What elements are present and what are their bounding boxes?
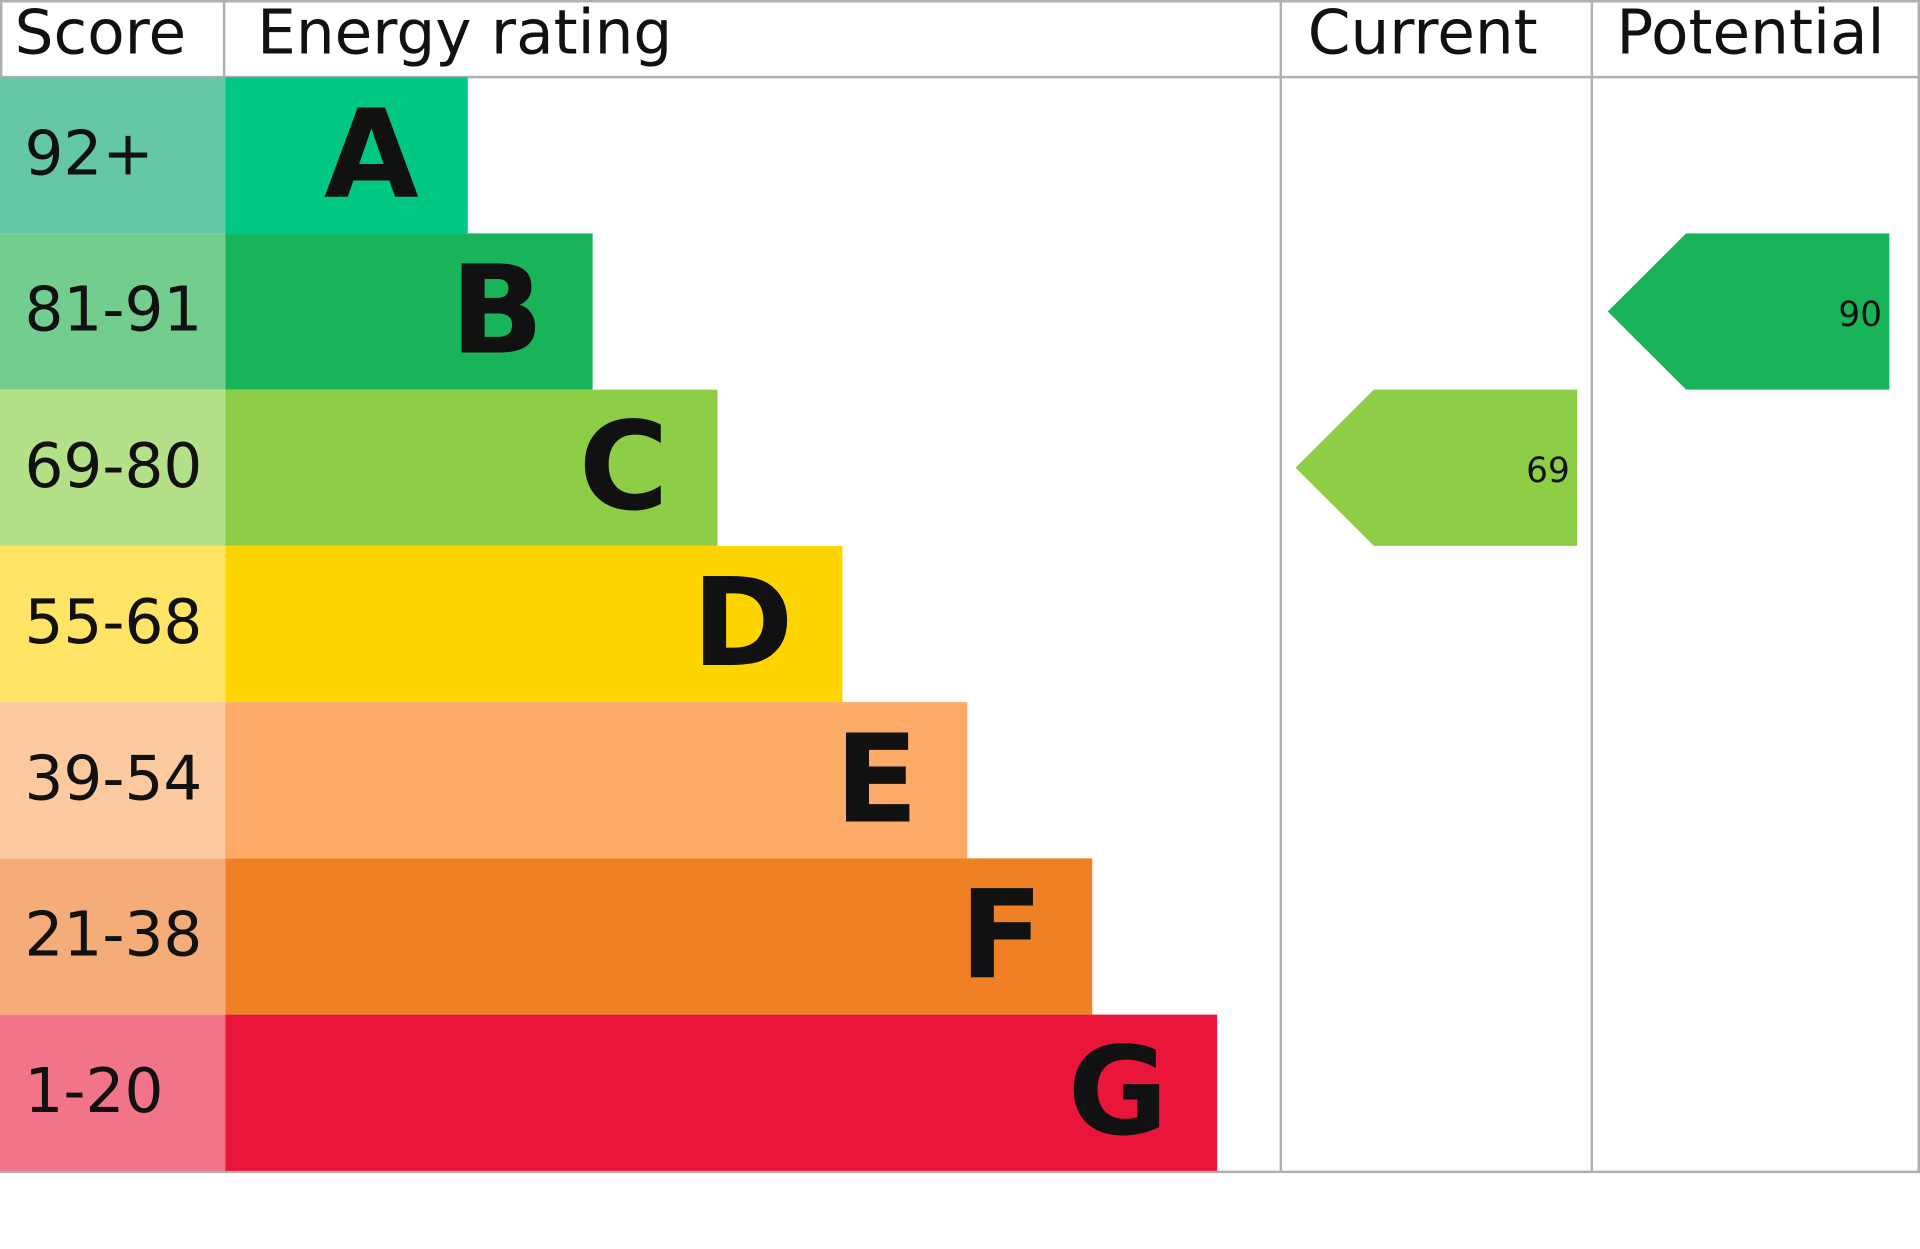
rating-letter: C [579,395,669,538]
rating-bar [225,702,968,859]
rating-letter: A [324,82,419,225]
rating-letter: B [450,239,543,382]
score-label: 1-20 [24,1056,163,1127]
header: Potential [1616,0,1884,68]
score-cell [0,77,226,234]
rating-letter: G [1068,1020,1168,1163]
rating-bar [225,545,843,703]
header: Score [15,0,186,68]
score-cell [0,233,226,390]
rating-letter: D [692,551,794,694]
rating-bar [225,858,1093,1015]
rating-bar [225,1014,1218,1171]
score-label: 21-38 [24,900,202,971]
score-label: 81-91 [24,275,202,346]
score-cell [0,1014,226,1171]
rating-letter: F [960,864,1044,1007]
score-label: 92+ [24,118,153,189]
potential-value: 90 [1838,295,1882,335]
rating-letter: E [835,707,919,850]
score-label: 69-80 [24,431,202,502]
header: Current [1308,0,1538,68]
current-value: 69 [1526,451,1570,491]
potential-arrow [1607,233,1890,390]
score-label: 55-68 [24,587,202,658]
score-label: 39-54 [24,743,202,814]
score-cell [0,545,226,703]
score-cell [0,702,226,859]
rating-bar [225,77,468,234]
rating-bar [225,389,718,546]
score-cell [0,858,226,1015]
current-arrow [1295,389,1578,546]
header: Energy rating [257,0,672,68]
rating-bar [225,233,593,390]
score-cell [0,389,226,546]
